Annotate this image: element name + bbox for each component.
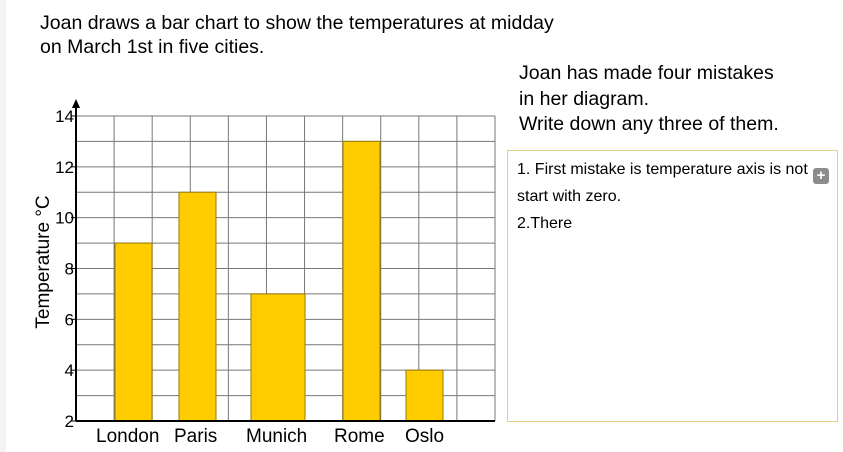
y-tick-label: 12 — [55, 158, 74, 177]
bar-munich — [250, 293, 306, 422]
left-edge-strip — [0, 0, 6, 452]
bar-chart: 2 4 6 8 10 12 14 London Paris Munich Rome Oslo Tem… — [33, 99, 496, 447]
bar-london — [114, 242, 153, 422]
y-axis-label: Temperature °C — [33, 195, 54, 328]
instructions-line-1: Joan has made four mistakes — [519, 62, 774, 84]
instructions-line-2: in her diagram. — [519, 87, 650, 110]
x-tick-labels: London Paris Munich Rome Oslo — [96, 426, 444, 447]
instructions-text: Joan has made four mistakes in her diagr… — [519, 61, 839, 138]
bar-oslo — [405, 369, 444, 422]
x-tick-label-munich: Munich — [246, 426, 307, 447]
question-text: Joan draws a bar chart to show the tempe… — [40, 11, 660, 59]
y-tick-label: 2 — [65, 412, 74, 431]
bar-rome — [342, 140, 381, 422]
x-tick-label-oslo: Oslo — [405, 426, 444, 447]
y-tick-labels: 2 4 6 8 10 12 14 — [55, 107, 74, 431]
x-tick-label-london: London — [96, 426, 159, 447]
y-axis-arrow-icon — [72, 99, 80, 108]
x-tick-label-rome: Rome — [334, 426, 385, 447]
bar-paris — [178, 191, 217, 422]
y-tick-label: 4 — [65, 361, 74, 380]
y-tick-label: 6 — [65, 310, 74, 329]
question-line-1: Joan draws a bar chart to show the tempe… — [40, 12, 554, 34]
answer-textarea[interactable]: 1. First mistake is temperature axis is … — [507, 150, 838, 422]
answer-text[interactable]: 1. First mistake is temperature axis is … — [517, 161, 808, 232]
question-line-2: on March 1st in five cities. — [40, 36, 265, 58]
y-tick-label: 14 — [55, 107, 74, 126]
plus-icon[interactable]: + — [813, 168, 829, 184]
instructions-line-3: Write down any three of them. — [519, 113, 779, 135]
x-tick-label-paris: Paris — [174, 426, 217, 447]
chart-axes — [71, 99, 495, 422]
chart-bars — [114, 140, 444, 422]
y-tick-label: 8 — [65, 260, 74, 279]
y-tick-label: 10 — [55, 209, 74, 228]
